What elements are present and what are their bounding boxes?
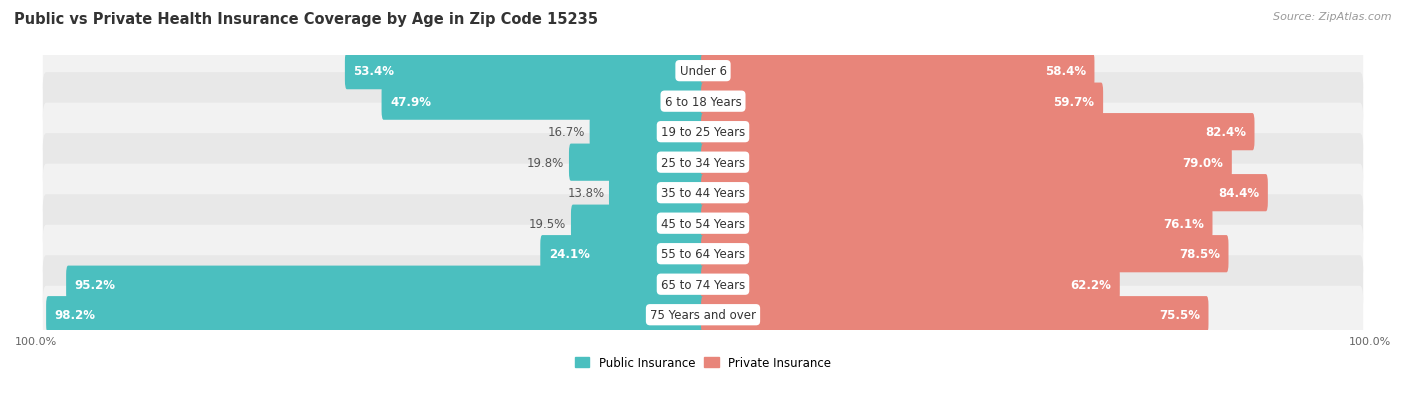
Text: 24.1%: 24.1% [548,248,591,261]
FancyBboxPatch shape [42,286,1364,344]
Text: 75.5%: 75.5% [1159,309,1199,321]
FancyBboxPatch shape [702,205,1212,242]
Text: 6 to 18 Years: 6 to 18 Years [665,95,741,108]
Text: 35 to 44 Years: 35 to 44 Years [661,187,745,200]
Text: 58.4%: 58.4% [1045,65,1085,78]
Text: 16.7%: 16.7% [547,126,585,139]
FancyBboxPatch shape [702,53,1094,90]
Text: Under 6: Under 6 [679,65,727,78]
Text: 53.4%: 53.4% [353,65,395,78]
FancyBboxPatch shape [42,134,1364,192]
FancyBboxPatch shape [381,83,704,121]
FancyBboxPatch shape [702,114,1254,151]
FancyBboxPatch shape [702,144,1232,181]
Text: 84.4%: 84.4% [1218,187,1260,200]
FancyBboxPatch shape [569,144,704,181]
Text: 65 to 74 Years: 65 to 74 Years [661,278,745,291]
Text: 62.2%: 62.2% [1070,278,1111,291]
FancyBboxPatch shape [702,235,1229,273]
FancyBboxPatch shape [42,256,1364,313]
Text: 98.2%: 98.2% [55,309,96,321]
FancyBboxPatch shape [42,225,1364,283]
FancyBboxPatch shape [702,266,1119,303]
FancyBboxPatch shape [42,43,1364,100]
Text: 25 to 34 Years: 25 to 34 Years [661,156,745,169]
FancyBboxPatch shape [42,164,1364,222]
FancyBboxPatch shape [66,266,704,303]
Text: 76.1%: 76.1% [1163,217,1204,230]
FancyBboxPatch shape [344,53,704,90]
Text: 55 to 64 Years: 55 to 64 Years [661,248,745,261]
FancyBboxPatch shape [702,297,1209,334]
Text: 59.7%: 59.7% [1053,95,1094,108]
FancyBboxPatch shape [609,175,704,212]
Text: 47.9%: 47.9% [391,95,432,108]
FancyBboxPatch shape [42,195,1364,253]
Text: 13.8%: 13.8% [567,187,605,200]
Text: 19.8%: 19.8% [527,156,564,169]
Legend: Public Insurance, Private Insurance: Public Insurance, Private Insurance [571,351,835,374]
Text: 19.5%: 19.5% [529,217,567,230]
FancyBboxPatch shape [571,205,704,242]
FancyBboxPatch shape [702,83,1104,121]
FancyBboxPatch shape [702,175,1268,212]
FancyBboxPatch shape [42,73,1364,131]
FancyBboxPatch shape [46,297,704,334]
Text: Public vs Private Health Insurance Coverage by Age in Zip Code 15235: Public vs Private Health Insurance Cover… [14,12,598,27]
FancyBboxPatch shape [589,114,704,151]
Text: Source: ZipAtlas.com: Source: ZipAtlas.com [1274,12,1392,22]
FancyBboxPatch shape [540,235,704,273]
Text: 75 Years and over: 75 Years and over [650,309,756,321]
Text: 45 to 54 Years: 45 to 54 Years [661,217,745,230]
FancyBboxPatch shape [42,103,1364,161]
Text: 82.4%: 82.4% [1205,126,1246,139]
Text: 78.5%: 78.5% [1178,248,1220,261]
Text: 19 to 25 Years: 19 to 25 Years [661,126,745,139]
Text: 79.0%: 79.0% [1182,156,1223,169]
Text: 95.2%: 95.2% [75,278,115,291]
